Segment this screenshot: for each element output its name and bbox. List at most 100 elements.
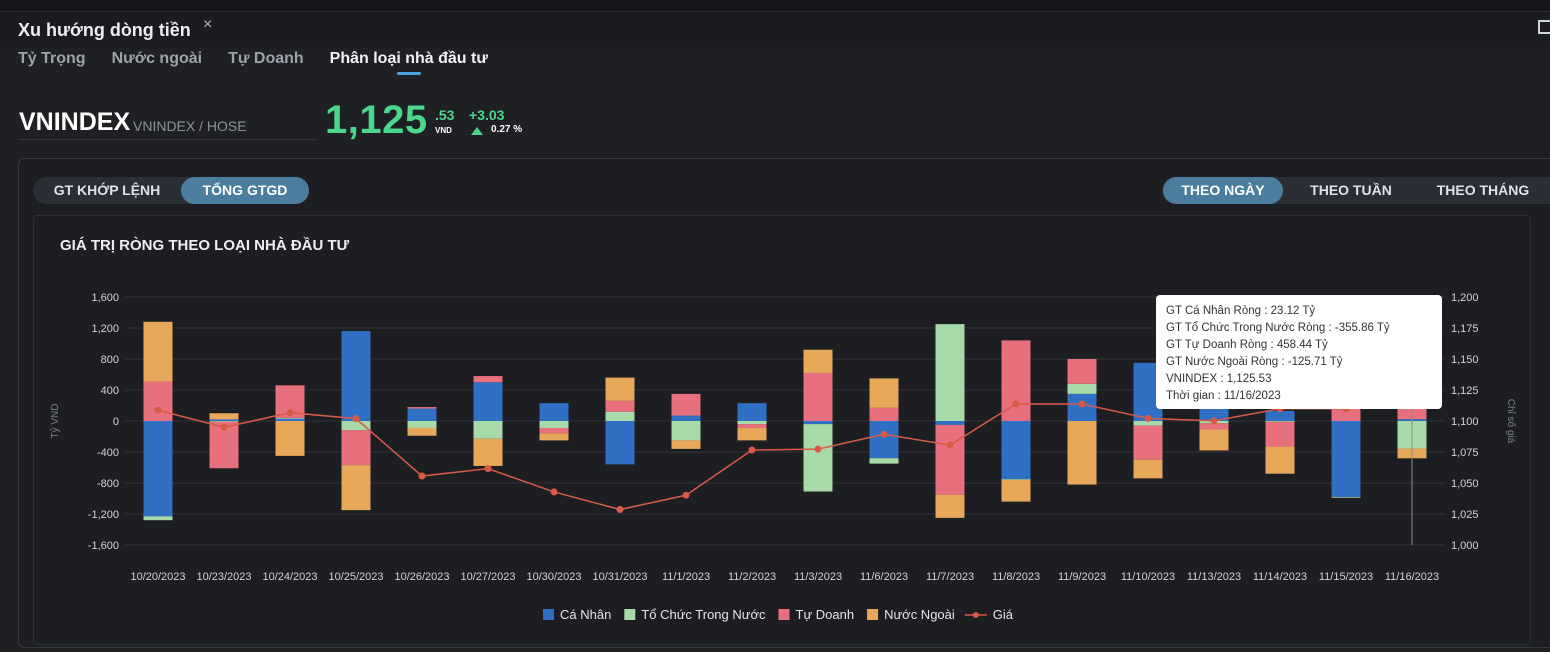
bar-segment (539, 427, 569, 434)
expand-icon[interactable] (1538, 20, 1550, 34)
bar-segment (803, 424, 833, 492)
bar-segment (935, 324, 965, 421)
bar-segment (1133, 459, 1163, 479)
bar-segment (671, 440, 701, 449)
y2-tick-label: 1,000 (1451, 540, 1479, 552)
ticker-exchange: VNINDEX / HOSE (133, 118, 247, 134)
toggle-theo-thang[interactable]: THEO THÁNG (1436, 182, 1530, 198)
toggle-tong-gtgd[interactable]: TỔNG GTGD (181, 177, 309, 204)
price-point (616, 506, 624, 514)
y-tick-label: -800 (97, 478, 119, 490)
bar-segment (341, 465, 371, 511)
bar-segment (935, 494, 965, 518)
price-point (220, 423, 228, 431)
bar-segment (407, 427, 437, 436)
x-tick-label: 10/25/2023 (328, 571, 383, 583)
bar-segment (143, 381, 173, 421)
price-unit: VND (435, 126, 452, 135)
bar-segment (1133, 421, 1163, 426)
price-point (946, 441, 954, 449)
x-tick-label: 10/20/2023 (130, 571, 185, 583)
y-tick-label: 400 (101, 385, 119, 397)
y-axis-label: Tỷ VND (49, 404, 61, 439)
price-point (880, 430, 888, 438)
bar-segment (341, 430, 371, 466)
tooltip-line: Thời gian : 11/16/2023 (1166, 390, 1281, 402)
toggle-gt-khop-lenh[interactable]: GT KHỚP LỆNH (53, 182, 161, 198)
bar-segment (1133, 425, 1163, 460)
bar-segment (1067, 383, 1097, 394)
bar-segment (1265, 421, 1295, 422)
tab-phan-loai-nha-dau-tu[interactable]: Phân loại nhà đầu tư (329, 50, 488, 67)
tooltip-line: VNINDEX : 1,125.53 (1166, 373, 1272, 385)
x-tick-label: 11/15/2023 (1319, 571, 1373, 583)
y-tick-label: -400 (97, 447, 119, 459)
bar-segment (407, 421, 437, 428)
x-tick-label: 11/9/2023 (1058, 571, 1106, 583)
chart-title: GIÁ TRỊ RÒNG THEO LOẠI NHÀ ĐẦU TƯ (60, 237, 350, 254)
x-tick-label: 11/10/2023 (1121, 571, 1175, 583)
price-decimal: .53 (435, 107, 455, 123)
bar-segment (473, 382, 503, 421)
bar-segment (539, 433, 569, 441)
tab-nuoc-ngoai[interactable]: Nước ngoài (111, 50, 203, 67)
x-tick-label: 11/7/2023 (926, 571, 974, 583)
bar-segment (275, 421, 305, 456)
bar-segment (209, 419, 239, 421)
legend-line-dot (972, 612, 979, 618)
chart-tooltip: GT Cá Nhân Ròng : 23.12 Tỷ GT Tổ Chức Tr… (1156, 295, 1442, 409)
ticker-symbol[interactable]: VNINDEX (19, 108, 131, 136)
toggle-theo-ngay[interactable]: THEO NGÀY (1163, 177, 1283, 204)
x-tick-label: 11/2/2023 (728, 571, 776, 583)
y-tick-label: 1,200 (91, 323, 119, 335)
bar-segment (1001, 479, 1031, 480)
bar-segment (869, 407, 899, 421)
bar-segment (143, 421, 173, 517)
bar-segment (935, 421, 965, 425)
price-point (1210, 417, 1218, 425)
bar-segment (671, 393, 701, 416)
bar-segment (209, 421, 239, 422)
price-line (157, 388, 1413, 511)
x-tick-label: 10/27/2023 (460, 571, 515, 583)
x-tick-label: 11/13/2023 (1187, 571, 1241, 583)
legend-swatch (867, 609, 879, 620)
toggle-theo-tuan[interactable]: THEO TUẦN (1310, 182, 1392, 198)
bar-segment (473, 438, 503, 466)
bar-segment (275, 418, 305, 421)
widget-header (0, 12, 1550, 47)
y-tick-label: 1,600 (91, 292, 119, 304)
bar-segment (1331, 421, 1361, 497)
bar-segment (605, 421, 635, 465)
tab-tu-doanh[interactable]: Tự Doanh (228, 50, 304, 67)
price-point (352, 415, 360, 423)
bar-segment (605, 400, 635, 412)
tab-ty-trong[interactable]: Tỷ Trọng (18, 50, 86, 67)
bar-segment (143, 321, 173, 382)
tooltip-line: GT Tổ Chức Trong Nước Ròng : -355.86 Tỷ (1166, 322, 1390, 334)
y2-tick-label: 1,200 (1451, 292, 1479, 304)
bar-segment (539, 421, 569, 428)
price-point (682, 491, 690, 499)
y2-tick-label: 1,125 (1451, 385, 1479, 397)
x-tick-label: 11/16/2023 (1385, 571, 1439, 583)
legend-swatch (624, 609, 636, 620)
close-icon[interactable]: × (203, 16, 213, 33)
legend-label: Giá (993, 607, 1014, 622)
bar-segment (1265, 410, 1295, 421)
bar-segment (1265, 421, 1295, 447)
bar-segment (671, 415, 701, 421)
price-point (286, 409, 294, 417)
price-integer: 1,125 (325, 98, 428, 142)
price-point (1012, 400, 1020, 408)
y2-tick-label: 1,150 (1451, 354, 1479, 366)
bar-segment (407, 407, 437, 409)
bar-segment (407, 408, 437, 421)
bar-segment (473, 421, 503, 439)
bar-segment (1331, 407, 1361, 421)
x-tick-label: 10/26/2023 (394, 571, 449, 583)
bar-segment (1199, 423, 1229, 430)
y-tick-label: -1,600 (88, 540, 119, 552)
y-tick-label: 0 (113, 416, 119, 428)
